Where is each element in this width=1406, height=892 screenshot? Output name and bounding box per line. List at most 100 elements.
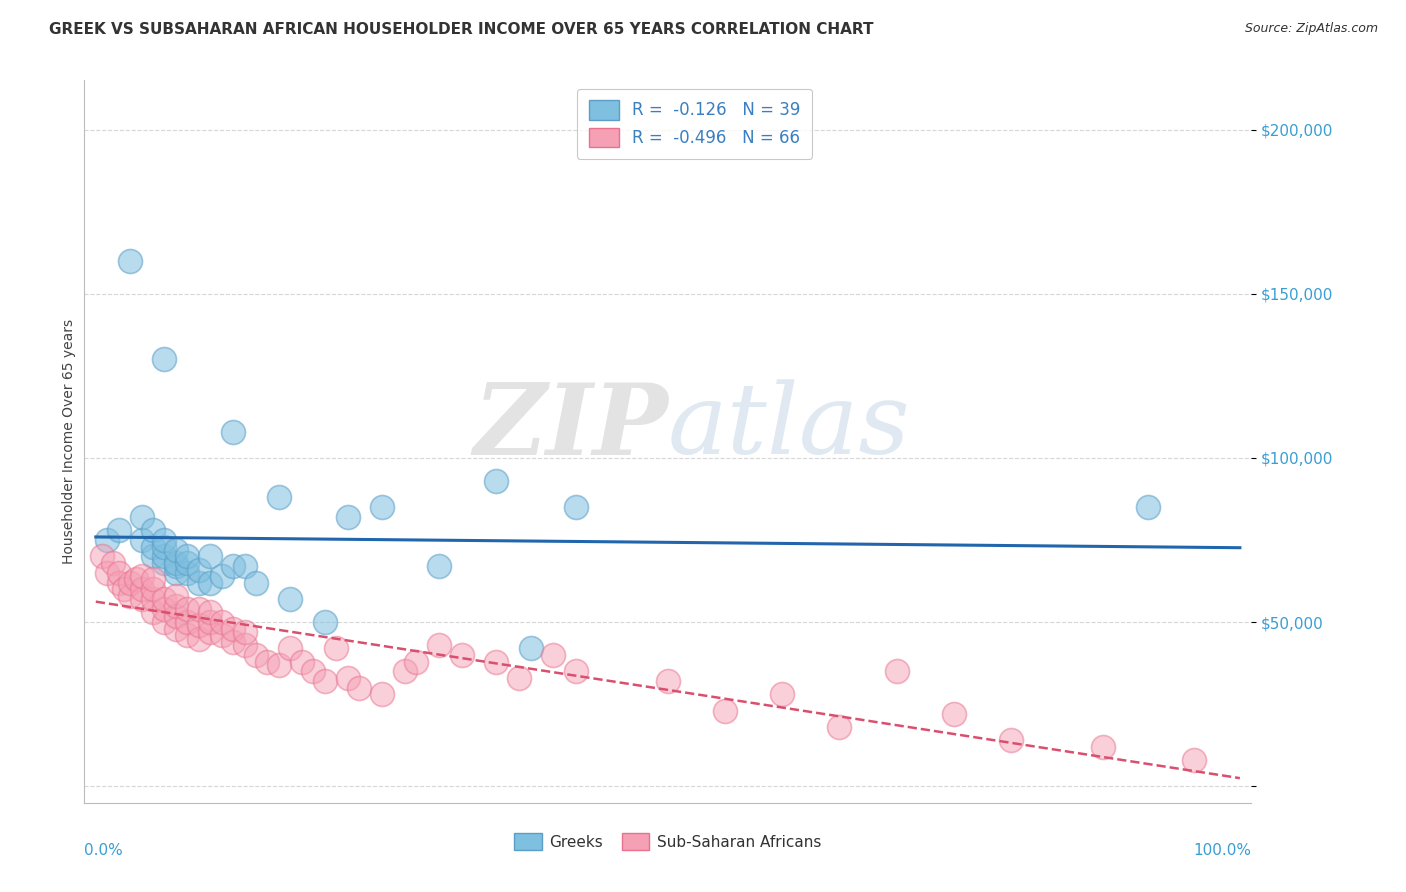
Point <box>131 533 153 547</box>
Point <box>245 575 267 590</box>
Point <box>565 500 588 515</box>
Point <box>96 533 118 547</box>
Point <box>371 500 394 515</box>
Point <box>131 582 153 597</box>
Point <box>302 665 325 679</box>
Point <box>142 549 165 564</box>
Point <box>112 582 135 597</box>
Point <box>942 707 965 722</box>
Y-axis label: Householder Income Over 65 years: Householder Income Over 65 years <box>62 319 76 564</box>
Point <box>120 575 142 590</box>
Point <box>200 625 222 640</box>
Point <box>153 549 176 564</box>
Point <box>176 602 198 616</box>
Point <box>125 573 148 587</box>
Point <box>153 540 176 554</box>
Point <box>427 638 450 652</box>
Point <box>153 602 176 616</box>
Point <box>222 559 245 574</box>
Point <box>187 563 209 577</box>
Point <box>485 655 508 669</box>
Point <box>347 681 370 695</box>
Point <box>405 655 427 669</box>
Point <box>245 648 267 662</box>
Point <box>267 657 290 672</box>
Point <box>278 592 301 607</box>
Point <box>233 625 256 640</box>
Point <box>153 556 176 570</box>
Point <box>886 665 908 679</box>
Point <box>165 566 187 580</box>
Point <box>153 352 176 367</box>
Point <box>314 674 336 689</box>
Point <box>565 665 588 679</box>
Point <box>1137 500 1160 515</box>
Point <box>187 575 209 590</box>
Point <box>187 602 209 616</box>
Text: atlas: atlas <box>668 379 911 475</box>
Point <box>291 655 314 669</box>
Point <box>176 566 198 580</box>
Text: 100.0%: 100.0% <box>1194 843 1251 857</box>
Point <box>233 638 256 652</box>
Point <box>120 589 142 603</box>
Point <box>96 566 118 580</box>
Point <box>485 474 508 488</box>
Point <box>101 556 124 570</box>
Point <box>176 556 198 570</box>
Point <box>314 615 336 630</box>
Point <box>142 605 165 619</box>
Text: 0.0%: 0.0% <box>84 843 124 857</box>
Point <box>176 628 198 642</box>
Point <box>336 671 359 685</box>
Text: ZIP: ZIP <box>472 379 668 475</box>
Point <box>165 589 187 603</box>
Point <box>233 559 256 574</box>
Point <box>1182 753 1205 767</box>
Point <box>165 542 187 557</box>
Point <box>142 540 165 554</box>
Point <box>176 549 198 564</box>
Point <box>165 556 187 570</box>
Point <box>142 573 165 587</box>
Point <box>427 559 450 574</box>
Point <box>211 569 233 583</box>
Point <box>165 559 187 574</box>
Point <box>451 648 474 662</box>
Point <box>222 425 245 439</box>
Point <box>222 622 245 636</box>
Point <box>200 549 222 564</box>
Point <box>828 720 851 734</box>
Point <box>131 569 153 583</box>
Point <box>714 704 737 718</box>
Point <box>508 671 530 685</box>
Point <box>325 641 347 656</box>
Point <box>142 592 165 607</box>
Point <box>222 635 245 649</box>
Point <box>142 523 165 537</box>
Text: GREEK VS SUBSAHARAN AFRICAN HOUSEHOLDER INCOME OVER 65 YEARS CORRELATION CHART: GREEK VS SUBSAHARAN AFRICAN HOUSEHOLDER … <box>49 22 873 37</box>
Point <box>176 615 198 630</box>
Point <box>394 665 416 679</box>
Point <box>200 605 222 619</box>
Point <box>165 622 187 636</box>
Point <box>211 615 233 630</box>
Point <box>256 655 278 669</box>
Point <box>153 615 176 630</box>
Legend: Greeks, Sub-Saharan Africans: Greeks, Sub-Saharan Africans <box>509 827 827 856</box>
Point <box>200 575 222 590</box>
Point <box>131 592 153 607</box>
Point <box>165 608 187 623</box>
Point <box>657 674 679 689</box>
Point <box>120 253 142 268</box>
Point <box>371 687 394 701</box>
Point <box>165 599 187 613</box>
Point <box>153 533 176 547</box>
Point <box>131 510 153 524</box>
Point <box>1000 733 1022 747</box>
Point <box>107 575 129 590</box>
Text: Source: ZipAtlas.com: Source: ZipAtlas.com <box>1244 22 1378 36</box>
Point <box>187 632 209 646</box>
Point <box>142 582 165 597</box>
Point <box>267 491 290 505</box>
